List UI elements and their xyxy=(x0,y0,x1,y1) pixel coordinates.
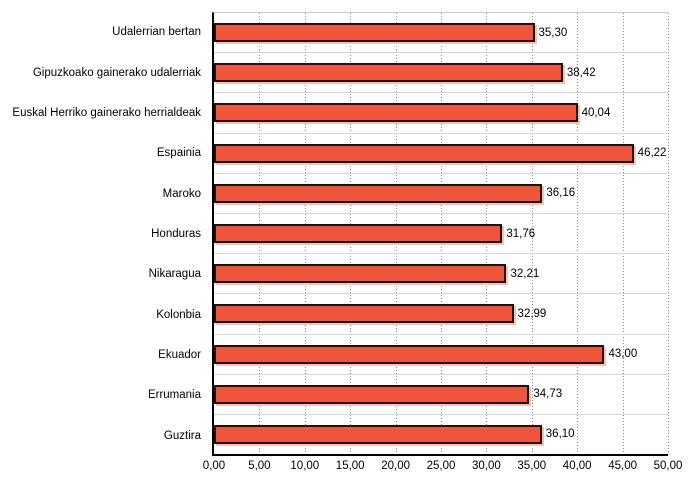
chart-row: 36,10 xyxy=(214,415,668,454)
gridline xyxy=(622,13,624,454)
y-category-label: Espainia xyxy=(156,147,201,160)
chart-row: 35,30 xyxy=(214,13,668,54)
gridline xyxy=(577,13,579,454)
x-tick-label: 10,00 xyxy=(290,460,320,472)
bar xyxy=(214,384,530,404)
x-tick-label: 0,00 xyxy=(202,460,226,472)
chart-row: 36,16 xyxy=(214,174,668,214)
y-category-label: Nikaragua xyxy=(148,268,201,281)
y-category-label: Errumania xyxy=(147,389,201,402)
chart-row: 43,00 xyxy=(214,335,668,375)
bar-value-label: 38,42 xyxy=(566,66,596,79)
x-tick-label: 15,00 xyxy=(335,460,365,472)
bar xyxy=(214,63,563,83)
y-category-label: Euskal Herriko gainerako herrialdeak xyxy=(12,106,201,119)
y-category-label: Guztira xyxy=(163,429,201,442)
x-tick-label: 50,00 xyxy=(653,460,683,472)
bar xyxy=(214,103,578,123)
x-tick-label: 5,00 xyxy=(248,460,271,472)
x-tick-label: 25,00 xyxy=(426,460,456,472)
y-category-label: Maroko xyxy=(162,187,201,200)
bar-value-label: 31,76 xyxy=(506,227,536,240)
chart-row: 32,21 xyxy=(214,254,668,295)
y-category-label: Udalerrian bertan xyxy=(112,26,201,39)
bar-value-label: 43,00 xyxy=(608,348,638,361)
bar-value-label: 32,99 xyxy=(517,307,547,320)
y-axis-labels: Udalerrian bertan Gipuzkoako gainerako ud… xyxy=(0,12,206,456)
bar xyxy=(214,23,535,43)
x-axis-labels: 0,00 5,00 10,00 15,00 20,00 25,00 30,00 35,00 40… xyxy=(203,460,683,476)
chart-row: 34,73 xyxy=(214,375,668,415)
x-tick-label: 45,00 xyxy=(608,460,637,472)
bar xyxy=(214,143,634,163)
gridline xyxy=(668,13,669,454)
bar-value-label: 36,16 xyxy=(546,187,576,200)
bar-value-label: 35,30 xyxy=(538,26,568,39)
y-category-label: Gipuzkoako gainerako udalerriak xyxy=(32,66,201,79)
bar xyxy=(214,304,514,324)
bar xyxy=(214,224,503,244)
bar xyxy=(214,183,543,203)
bar-value-label: 36,10 xyxy=(545,428,575,441)
x-tick-label: 20,00 xyxy=(381,460,410,472)
plot-area: 35,30 38,42 40,04 46,22 36,16 31,76 32,21 32,99… xyxy=(212,12,669,456)
plot-rows: 35,30 38,42 40,04 46,22 36,16 31,76 32,21 32,99… xyxy=(214,13,668,454)
chart-row: 31,76 xyxy=(214,214,668,255)
x-tick-label: 35,00 xyxy=(517,460,547,472)
y-category-label: Honduras xyxy=(151,227,201,240)
bar xyxy=(214,264,507,284)
chart-row: 32,99 xyxy=(214,294,668,335)
bar-value-label: 46,22 xyxy=(637,147,667,160)
bar-value-label: 32,21 xyxy=(510,267,540,280)
bar-value-label: 40,04 xyxy=(581,106,611,119)
chart-row: 38,42 xyxy=(214,53,668,94)
y-category-label: Kolonbia xyxy=(156,308,201,321)
gridline xyxy=(531,13,533,454)
bar xyxy=(214,344,605,364)
chart-row: 40,04 xyxy=(214,93,668,134)
y-category-label: Ekuador xyxy=(158,349,201,362)
chart-row: 46,22 xyxy=(214,134,668,174)
bar xyxy=(214,424,542,444)
x-tick-label: 40,00 xyxy=(562,460,592,472)
x-tick-label: 30,00 xyxy=(472,460,501,472)
bar-value-label: 34,73 xyxy=(533,388,563,401)
